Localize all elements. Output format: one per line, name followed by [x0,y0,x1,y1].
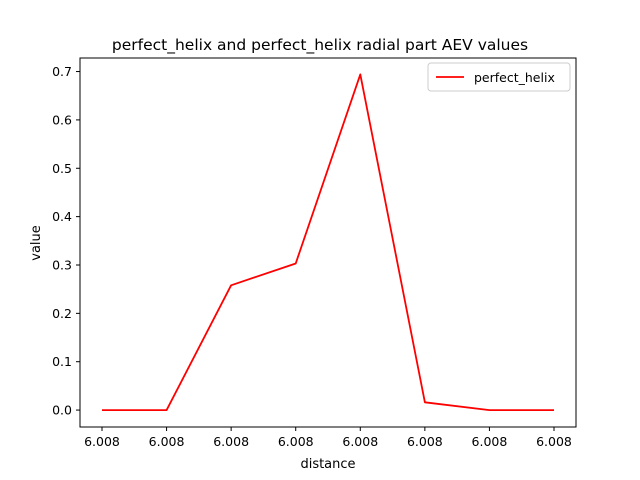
legend: perfect_helix [427,62,571,92]
x-tick-label: 6.008 [407,434,443,449]
chart-title: perfect_helix and perfect_helix radial p… [112,36,528,55]
series-line-perfect-helix [102,73,554,412]
x-tick-label: 6.008 [278,434,314,449]
plot-frame [79,57,577,428]
legend-frame [427,62,571,92]
x-tick-label: 6.008 [213,434,249,449]
plot-area [79,57,577,428]
x-tick-label: 6.008 [149,434,185,449]
x-tick-label: 6.008 [84,434,120,449]
y-tick-label: 0.1 [52,354,72,369]
x-axis: 6.008 6.008 6.008 6.008 6.008 6.008 6.008 6.008 [84,427,572,449]
y-tick-label: 0.2 [52,306,72,321]
x-tick-label: 6.008 [342,434,378,449]
y-axis-label: value [29,225,44,261]
y-tick-label: 0.3 [52,257,72,272]
x-axis-label: distance [300,457,355,472]
x-tick-label: 6.008 [472,434,508,449]
y-tick-label: 0.6 [52,112,72,127]
y-tick-label: 0.5 [52,161,72,176]
y-axis: 0.0 0.1 0.2 0.3 0.4 0.5 0.6 0.7 [52,64,80,418]
y-tick-label: 0.7 [52,64,72,79]
x-tick-label: 6.008 [536,434,572,449]
series-layer [102,73,554,412]
y-tick-label: 0.4 [52,209,72,224]
legend-label-perfect-helix: perfect_helix [474,70,555,85]
y-tick-label: 0.0 [52,403,72,418]
